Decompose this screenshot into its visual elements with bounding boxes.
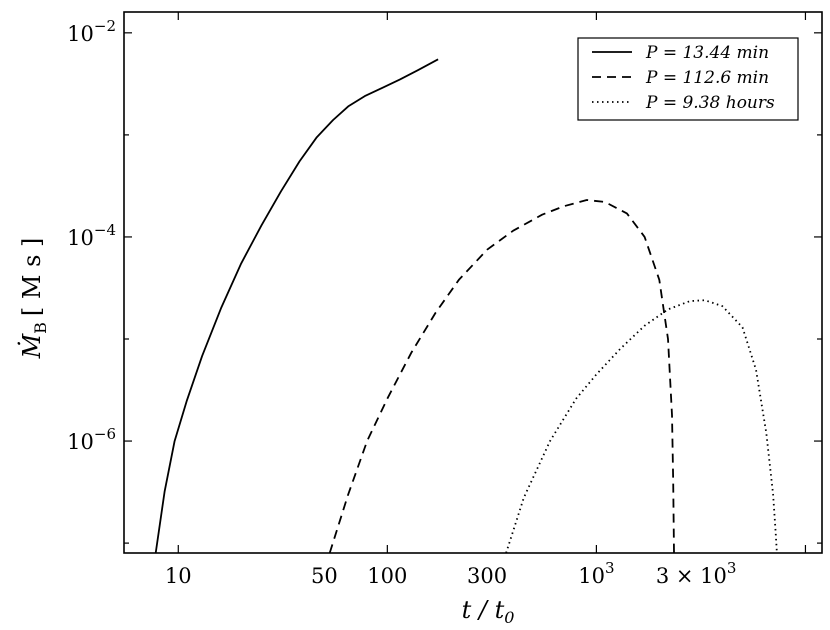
x-tick-label: 300 [467,564,507,588]
y-tick-label: 10−4 [67,221,116,250]
legend: P = 13.44 min P = 112.6 min P = 9.38 hours [577,37,799,121]
x-axis-label-text: t / t [462,596,505,624]
legend-label-1: P = 13.44 min [645,43,769,63]
legend-label-2: P = 112.6 min [645,68,769,88]
svg-text:t / t0: t / t0 [462,596,515,627]
x-tick-label: 50 [311,564,338,588]
x-axis-label-subscript: 0 [504,608,514,627]
svg-text:ṀB[ M s ]: ṀB [ M s ] [17,238,50,360]
x-axis-label: t / t0 [462,596,515,627]
x-tick-label: 3 × 103 [656,559,737,588]
x-tick-label: 10 [165,564,192,588]
series-line-2 [328,199,675,554]
x-tick-label: 103 [578,559,614,588]
y-axis-label: ṀB [ M s ] [17,238,50,360]
y-axis-label-subscript: B [31,322,50,334]
axis-ticks: 10−2 10−4 10−6 10 50 100 300 103 3 × 103 [67,12,822,588]
y-axis-label-symbol: Ṁ [17,332,46,359]
y-tick-label: 10−6 [67,425,116,454]
x-tick-label: 100 [367,564,407,588]
y-axis-label-units: [ M s ] [18,238,46,317]
y-tick-label: 10−2 [67,17,116,46]
plot-frame [123,11,823,554]
plot-marks [154,58,778,554]
series-line-1 [154,58,439,554]
legend-label-3: P = 9.38 hours [645,93,775,113]
series-line-3 [505,299,778,554]
